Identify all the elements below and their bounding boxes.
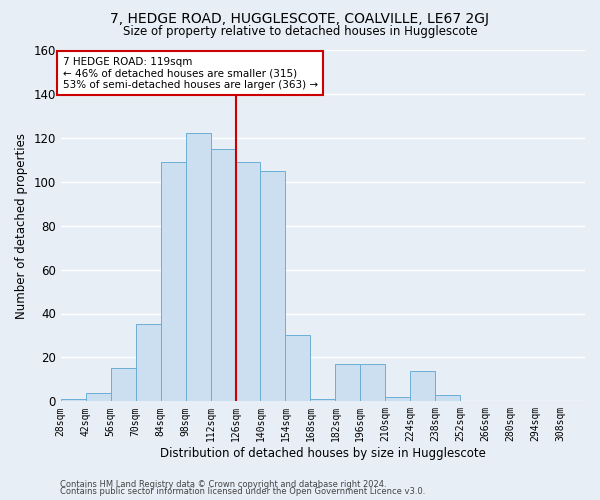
Text: Contains public sector information licensed under the Open Government Licence v3: Contains public sector information licen… [60, 487, 425, 496]
Text: Size of property relative to detached houses in Hugglescote: Size of property relative to detached ho… [122, 25, 478, 38]
Bar [410, 370, 435, 402]
Bar [236, 162, 260, 402]
Bar [286, 336, 310, 402]
Bar [111, 368, 136, 402]
Bar [335, 364, 361, 402]
Bar [260, 171, 286, 402]
Text: 7, HEDGE ROAD, HUGGLESCOTE, COALVILLE, LE67 2GJ: 7, HEDGE ROAD, HUGGLESCOTE, COALVILLE, L… [110, 12, 490, 26]
Bar [385, 397, 410, 402]
Bar [310, 399, 335, 402]
Bar [185, 134, 211, 402]
Bar [211, 149, 236, 402]
X-axis label: Distribution of detached houses by size in Hugglescote: Distribution of detached houses by size … [160, 447, 486, 460]
Bar [136, 324, 161, 402]
Bar [435, 394, 460, 402]
Bar [61, 399, 86, 402]
Bar [86, 392, 111, 402]
Text: Contains HM Land Registry data © Crown copyright and database right 2024.: Contains HM Land Registry data © Crown c… [60, 480, 386, 489]
Text: 7 HEDGE ROAD: 119sqm
← 46% of detached houses are smaller (315)
53% of semi-deta: 7 HEDGE ROAD: 119sqm ← 46% of detached h… [62, 56, 317, 90]
Bar [361, 364, 385, 402]
Y-axis label: Number of detached properties: Number of detached properties [15, 132, 28, 318]
Bar [161, 162, 185, 402]
